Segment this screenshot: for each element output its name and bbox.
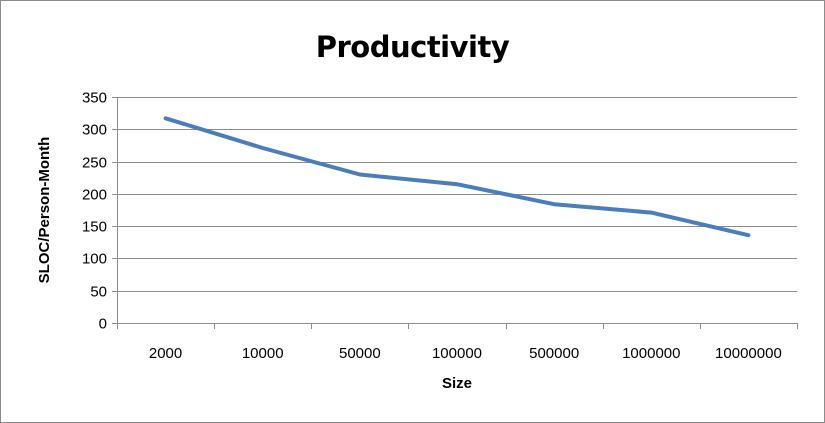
- x-tick-label: 1000000: [622, 345, 680, 362]
- axes: [112, 97, 798, 329]
- x-axis-title: Size: [442, 375, 472, 392]
- x-tick-label: 100000: [432, 345, 482, 362]
- series-layer: [163, 116, 751, 238]
- x-tick-label: 10000: [242, 345, 284, 362]
- y-tick-label: 200: [82, 187, 107, 204]
- x-tick-label: 2000: [149, 345, 182, 362]
- x-tick-label: 500000: [529, 345, 579, 362]
- y-tick-label: 250: [82, 155, 107, 172]
- y-tick-label: 0: [99, 316, 107, 333]
- chart-title: Productivity: [315, 30, 510, 64]
- y-tick-label: 300: [82, 122, 107, 139]
- gridlines: [117, 97, 797, 292]
- x-tick-labels: 2000 10000 50000 100000 500000 1000000 1000000…: [149, 345, 782, 362]
- y-tick-label: 350: [82, 90, 107, 107]
- y-tick-label: 50: [90, 284, 107, 301]
- y-tick-labels: 0 50 100 150 200 250 300 350: [82, 90, 107, 333]
- x-tick-label: 50000: [339, 345, 381, 362]
- y-tick-label: 150: [82, 219, 107, 236]
- y-tick-label: 100: [82, 251, 107, 268]
- series-line: [163, 116, 751, 238]
- y-axis-title: SLOC/Person-Month: [36, 137, 53, 284]
- x-tick-label: 10000000: [715, 345, 782, 362]
